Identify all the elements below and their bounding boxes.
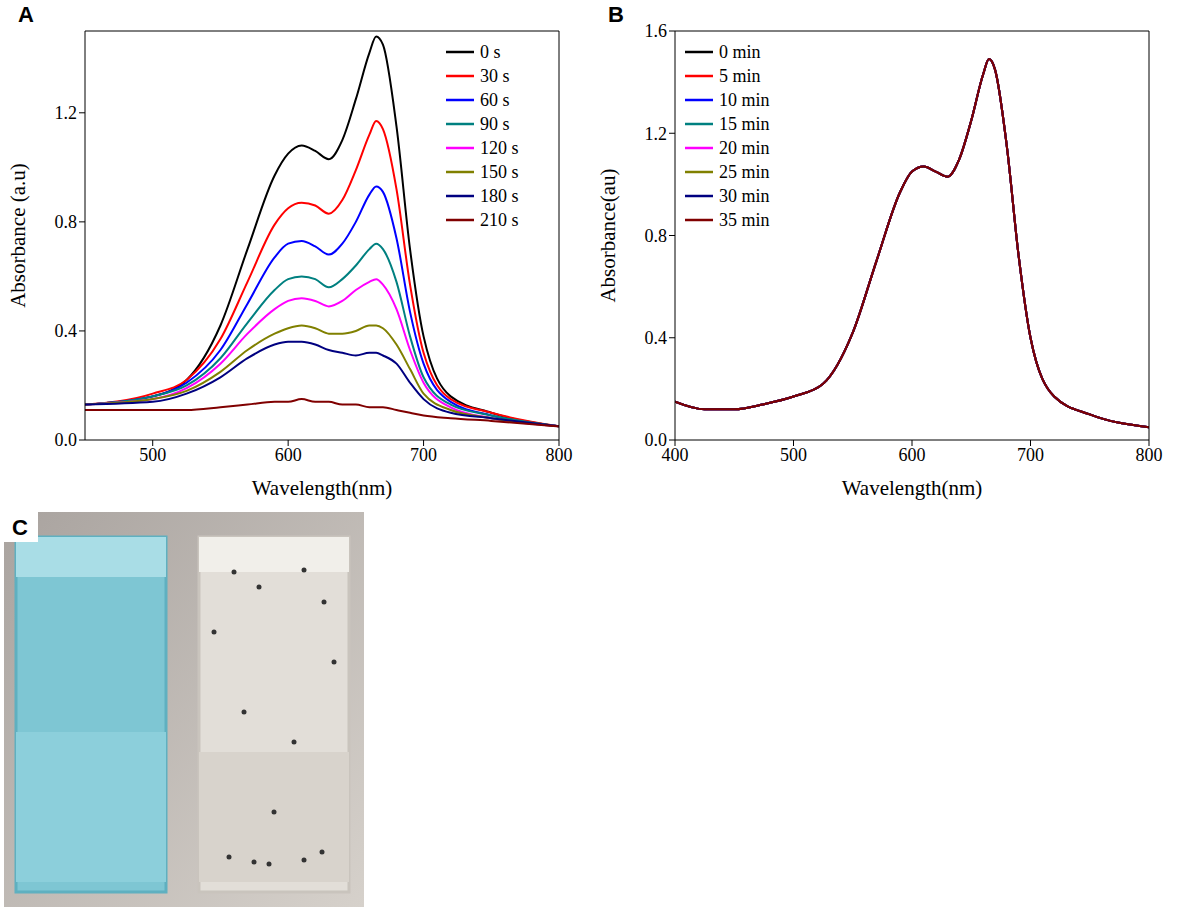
svg-text:0.4: 0.4	[645, 328, 668, 348]
html-text:30 s: 30 s	[480, 65, 510, 86]
svg-text:Absorbance(au): Absorbance(au)	[596, 168, 620, 302]
html-text:180 s: 180 s	[480, 185, 519, 206]
svg-text:700: 700	[410, 445, 437, 465]
svg-text:1.2: 1.2	[645, 124, 668, 144]
html-text:B: B	[608, 2, 624, 27]
html-text:15 min: 15 min	[719, 113, 770, 134]
html-text:150 s: 150 s	[480, 161, 519, 182]
svg-text:Wavelength(nm): Wavelength(nm)	[842, 476, 983, 500]
svg-text:600: 600	[899, 445, 926, 465]
svg-text:0.0: 0.0	[55, 430, 78, 450]
svg-text:C: C	[12, 515, 28, 540]
svg-text:600: 600	[275, 445, 302, 465]
html-text:90 s: 90 s	[480, 113, 510, 134]
html-text:60 s: 60 s	[480, 89, 510, 110]
html-text:A: A	[18, 2, 34, 27]
html-text:35 min: 35 min	[719, 209, 770, 230]
html-text:25 min: 25 min	[719, 161, 770, 182]
svg-text:700: 700	[1017, 445, 1044, 465]
svg-text:0.4: 0.4	[55, 321, 78, 341]
svg-text:0.0: 0.0	[645, 430, 668, 450]
svg-text:0.8: 0.8	[55, 212, 78, 232]
svg-text:800: 800	[1136, 445, 1163, 465]
html-text:30 min: 30 min	[719, 185, 770, 206]
svg-text:500: 500	[139, 445, 166, 465]
html-text:0 s: 0 s	[480, 41, 501, 62]
svg-text:Wavelength(nm): Wavelength(nm)	[252, 476, 393, 500]
html-text:120 s: 120 s	[480, 137, 519, 158]
html-text:210 s: 210 s	[480, 209, 519, 230]
svg-text:Absorbance (a.u): Absorbance (a.u)	[6, 163, 30, 308]
html-text:5 min: 5 min	[719, 65, 761, 86]
svg-text:1.2: 1.2	[55, 103, 78, 123]
svg-text:500: 500	[780, 445, 807, 465]
svg-text:1.6: 1.6	[645, 21, 668, 41]
svg-text:400: 400	[661, 444, 689, 465]
html-text:0 min: 0 min	[719, 41, 761, 62]
svg-text:0.8: 0.8	[645, 226, 668, 246]
svg-text:800: 800	[546, 445, 573, 465]
html-text:10 min: 10 min	[719, 89, 770, 110]
html-text:20 min: 20 min	[719, 137, 770, 158]
